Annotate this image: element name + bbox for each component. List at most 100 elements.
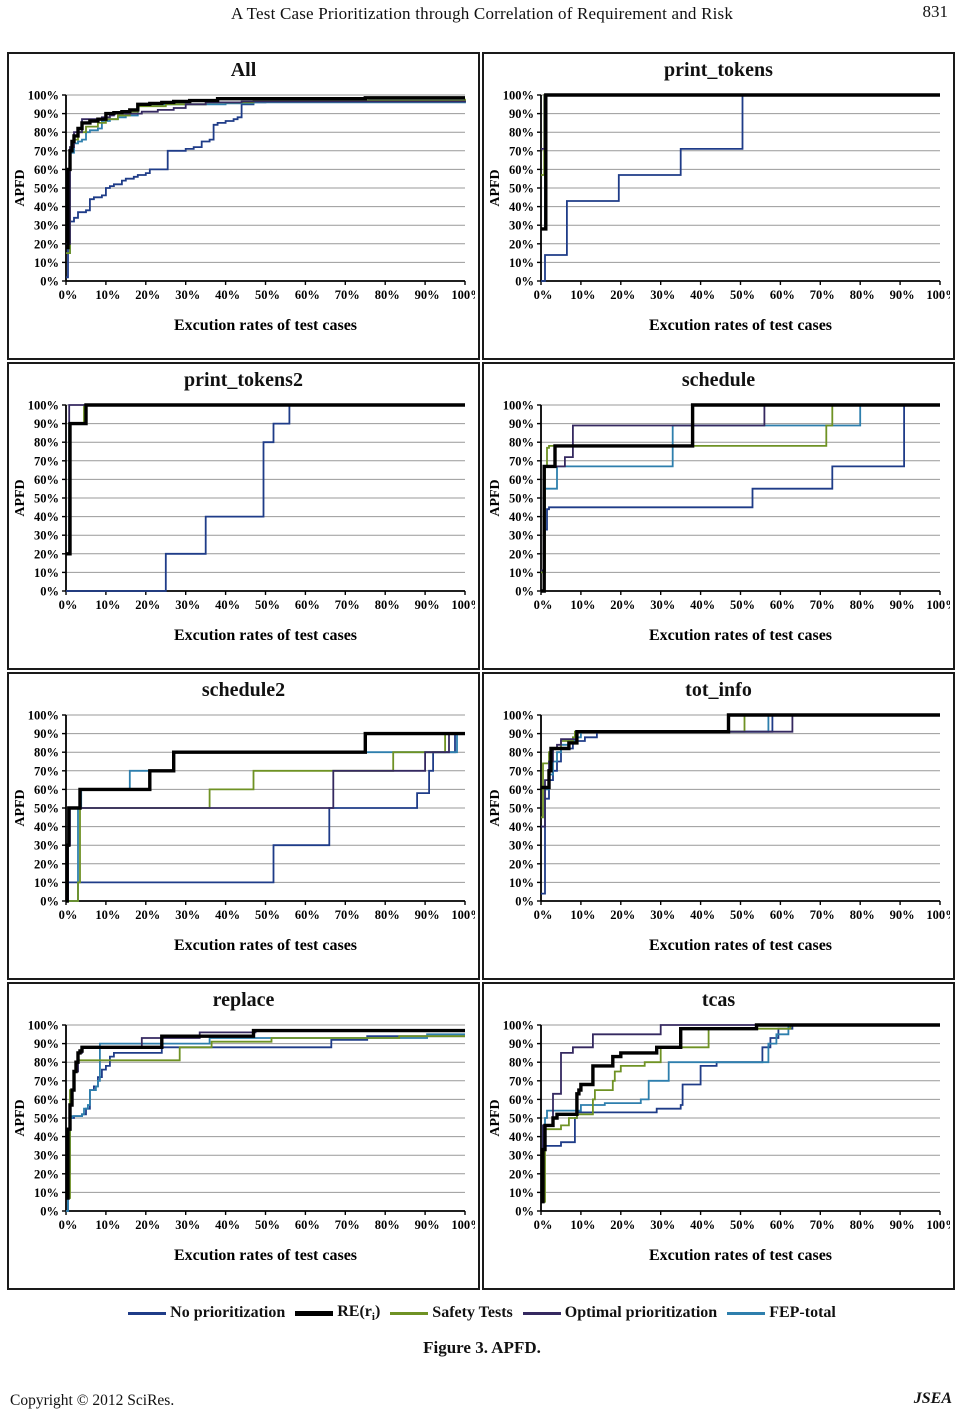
legend-swatch-no_prioritization <box>128 1311 167 1315</box>
y-tick-label: 10% <box>509 1186 534 1200</box>
x-tick-label: 100% <box>926 908 950 922</box>
y-tick-label: 80% <box>34 1056 59 1070</box>
x-tick-label: 10% <box>95 908 120 922</box>
y-tick-label: 90% <box>34 417 59 431</box>
y-tick-label: 20% <box>509 857 534 871</box>
series-line-no_prioritization <box>541 404 940 572</box>
y-tick-label: 70% <box>509 454 534 468</box>
x-tick-label: 30% <box>650 1218 675 1232</box>
x-tick-label: 60% <box>770 288 795 302</box>
x-tick-label: 20% <box>135 598 160 612</box>
x-tick-label: 10% <box>95 598 120 612</box>
x-tick-label: 100% <box>451 288 475 302</box>
x-tick-label: 40% <box>690 598 715 612</box>
y-tick-label: 50% <box>34 802 59 816</box>
x-tick-label: 20% <box>135 908 160 922</box>
x-tick-label: 40% <box>690 908 715 922</box>
chart-svg-schedule2: 0%0% 10% 10% 20% 20% 30% 30% 40% 40% 50% 50% 60% 60%… <box>13 709 483 955</box>
legend-label-re: RE(ri) <box>337 1303 381 1324</box>
legend-swatch-fep_total <box>727 1311 766 1315</box>
y-tick-label: 0% <box>515 275 534 289</box>
y-tick-label: 90% <box>509 1037 534 1051</box>
x-tick-label: 40% <box>215 288 240 302</box>
x-tick-label: 30% <box>175 598 200 612</box>
x-tick-label: 70% <box>335 1218 360 1232</box>
x-axis-label: Excution rates of test cases <box>174 627 357 644</box>
x-tick-label: 40% <box>690 288 715 302</box>
x-tick-label: 70% <box>810 908 835 922</box>
y-tick-label: 30% <box>509 1149 534 1163</box>
x-tick-label: 100% <box>926 1218 950 1232</box>
y-tick-label: 90% <box>34 727 59 741</box>
x-tick-label: 70% <box>810 598 835 612</box>
chart-title-all: All <box>230 59 257 81</box>
x-tick-label: 70% <box>335 908 360 922</box>
x-tick-label: 20% <box>610 908 635 922</box>
y-tick-label: 60% <box>34 783 59 797</box>
y-tick-label: 20% <box>34 547 59 561</box>
y-tick-label: 10% <box>509 256 534 270</box>
y-tick-label: 70% <box>34 1074 59 1088</box>
y-tick-label: 100% <box>503 399 534 413</box>
chart-panel-schedule2: schedule2 0% 0% 10% 10% 20% 20% 30% 30% 40% 40% 50… <box>7 672 483 980</box>
x-tick-label: 60% <box>295 288 320 302</box>
legend-label-optimal: Optimal prioritization <box>564 1304 718 1322</box>
y-tick-label: 0% <box>515 585 534 599</box>
x-tick-label: 20% <box>610 1218 635 1232</box>
series-line-re <box>541 403 940 593</box>
y-axis-label: APFD <box>488 479 503 516</box>
y-tick-label: 90% <box>34 1037 59 1051</box>
y-tick-label: 30% <box>34 529 59 543</box>
x-tick-label: 40% <box>215 1218 240 1232</box>
y-tick-label: 20% <box>34 857 59 871</box>
x-tick-label: 80% <box>375 1218 400 1232</box>
series-line-safety_tests <box>66 732 465 902</box>
y-tick-label: 50% <box>509 1112 534 1126</box>
y-tick-label: 30% <box>509 529 534 543</box>
y-tick-label: 30% <box>34 839 59 853</box>
footer-copyright: Copyright © 2012 SciRes. <box>10 1392 175 1409</box>
x-tick-label: 80% <box>375 288 400 302</box>
chart-svg-replace: 0%0% 10% 10% 20% 20% 30% 30% 40% 40% 50% 50% 60% 60%… <box>13 1019 483 1265</box>
legend-label-no_prioritization: No prioritization <box>170 1304 286 1322</box>
y-tick-label: 40% <box>509 510 534 524</box>
x-tick-label: 30% <box>650 288 675 302</box>
y-tick-label: 20% <box>34 1167 59 1181</box>
chart-panel-schedule: schedule 0% 0% 10% 10% 20% 20% 30% 30% 40% 40% 50%… <box>482 362 958 670</box>
y-tick-label: 20% <box>509 547 534 561</box>
series-line-no_prioritization <box>66 99 465 279</box>
y-tick-label: 90% <box>34 107 59 121</box>
x-tick-label: 10% <box>95 288 120 302</box>
series-line-fep_total <box>541 94 940 230</box>
chart-svg-schedule: 0%0% 10% 10% 20% 20% 30% 30% 40% 40% 50% 50% 60% 60%… <box>488 399 958 645</box>
chart-title-print-tokens2: print_tokens2 <box>184 369 303 391</box>
x-tick-label: 30% <box>650 908 675 922</box>
series-line-optimal <box>66 1029 465 1199</box>
chart-title-tot-info: tot_info <box>685 679 752 701</box>
y-tick-label: 40% <box>509 1130 534 1144</box>
x-tick-label: 100% <box>451 598 475 612</box>
series-line-optimal <box>541 94 940 150</box>
x-tick-label: 10% <box>570 598 595 612</box>
series-line-fep_total <box>541 404 940 572</box>
x-tick-label: 0% <box>59 288 78 302</box>
x-tick-label: 90% <box>415 288 440 302</box>
figure-caption: Figure 3. APFD. <box>423 1338 541 1357</box>
y-tick-label: 80% <box>509 436 534 450</box>
y-tick-label: 60% <box>34 473 59 487</box>
legend-swatch-safety_tests <box>390 1311 429 1315</box>
x-tick-label: 80% <box>850 908 875 922</box>
y-tick-label: 10% <box>509 876 534 890</box>
x-tick-label: 70% <box>810 1218 835 1232</box>
x-tick-label: 100% <box>451 908 475 922</box>
x-tick-label: 0% <box>59 1218 78 1232</box>
y-tick-label: 10% <box>34 566 59 580</box>
footer-journal: JSEA <box>913 1390 952 1407</box>
chart-panel-tot-info: tot_info 0% 0% 10% 10% 20% 20% 30% 30% 40% 40% 50%… <box>482 672 958 980</box>
y-axis-label: APFD <box>488 169 503 206</box>
chart-legend: No prioritization RE(ri) Safety Tests Optim… <box>0 1303 964 1323</box>
y-tick-label: 10% <box>34 256 59 270</box>
series-line-optimal <box>66 100 466 245</box>
x-axis-label: Excution rates of test cases <box>174 1247 357 1264</box>
y-tick-label: 70% <box>509 144 534 158</box>
